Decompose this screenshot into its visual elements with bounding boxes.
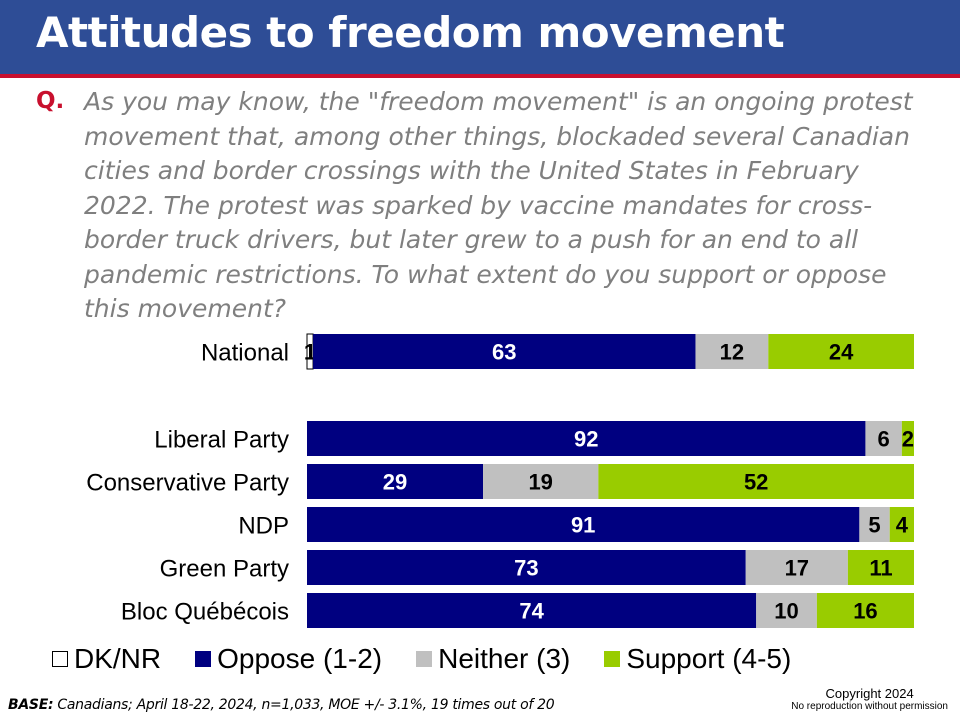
- data-label-conservative-party-neither-3: 19: [528, 470, 552, 495]
- title-rule: [0, 74, 960, 78]
- bar-green-party-support-4-5: [847, 550, 914, 585]
- bar-ndp-neither-3: [859, 507, 890, 542]
- legend-item-neither: Neither (3): [416, 643, 570, 675]
- bar-liberal-party-oppose-1-2: [307, 421, 866, 456]
- chart-legend: DK/NR Oppose (1-2) Neither (3) Support (…: [52, 643, 819, 675]
- data-label-conservative-party-oppose-1-2: 29: [383, 470, 407, 495]
- bar-liberal-party-support-4-5: [901, 421, 914, 456]
- data-label-liberal-party-oppose-1-2: 92: [574, 427, 598, 452]
- bar-ndp-support-4-5: [889, 507, 914, 542]
- legend-swatch-neither: [416, 651, 433, 667]
- bar-conservative-party-support-4-5: [598, 464, 914, 499]
- data-label-national-support-4-5: 24: [829, 340, 854, 365]
- bar-green-party-oppose-1-2: [307, 550, 746, 585]
- category-label-conservative-party: Conservative Party: [86, 470, 289, 497]
- bar-national-support-4-5: [768, 334, 914, 369]
- bar-bloc-qu-b-cois-support-4-5: [816, 593, 914, 628]
- bar-ndp-oppose-1-2: [307, 507, 860, 542]
- bar-bloc-qu-b-cois-neither-3: [756, 593, 817, 628]
- copyright-notice: Copyright 2024 No reproduction without p…: [791, 686, 948, 712]
- base-note: BASE: Canadians; April 18-22, 2024, n=1,…: [8, 697, 555, 713]
- category-label-liberal-party: Liberal Party: [154, 427, 289, 454]
- data-label-bloc-qu-b-cois-support-4-5: 16: [853, 599, 877, 624]
- bar-bloc-qu-b-cois-oppose-1-2: [307, 593, 757, 628]
- data-label-ndp-oppose-1-2: 91: [571, 513, 595, 538]
- legend-label-neither: Neither (3): [438, 643, 571, 674]
- data-label-national-oppose-1-2: 63: [492, 340, 516, 365]
- category-label-national: National: [201, 340, 289, 367]
- bar-national-neither-3: [695, 334, 769, 369]
- legend-item-oppose: Oppose (1-2): [195, 643, 382, 675]
- no-reproduction-text: No reproduction without permission: [791, 701, 948, 712]
- category-label-bloc-qu-b-cois: Bloc Québécois: [121, 599, 289, 626]
- data-label-national-neither-3: 12: [720, 340, 744, 365]
- base-label: BASE:: [8, 697, 54, 713]
- data-label-conservative-party-support-4-5: 52: [744, 470, 768, 495]
- data-label-liberal-party-neither-3: 6: [878, 427, 890, 452]
- legend-label-support: Support (4-5): [626, 643, 792, 674]
- bar-conservative-party-oppose-1-2: [307, 464, 484, 499]
- data-label-bloc-qu-b-cois-neither-3: 10: [774, 599, 798, 624]
- legend-item-support: Support (4-5): [604, 643, 791, 675]
- data-label-green-party-oppose-1-2: 73: [514, 556, 538, 581]
- bar-national-oppose-1-2: [313, 334, 696, 369]
- data-label-green-party-neither-3: 17: [785, 556, 809, 581]
- bar-green-party-neither-3: [745, 550, 848, 585]
- question-text: As you may know, the "freedom movement" …: [84, 87, 913, 323]
- legend-item-dk-nr: DK/NR: [52, 643, 161, 675]
- bar-conservative-party-neither-3: [483, 464, 599, 499]
- data-label-ndp-support-4-5: 4: [896, 513, 909, 538]
- data-label-liberal-party-support-4-5: 2: [902, 427, 914, 452]
- legend-swatch-support: [604, 651, 621, 667]
- bar-liberal-party-neither-3: [865, 421, 902, 456]
- legend-swatch-dk-nr: [52, 651, 68, 667]
- legend-swatch-oppose: [195, 651, 212, 667]
- copyright-text: Copyright 2024: [825, 686, 914, 701]
- base-text: Canadians; April 18-22, 2024, n=1,033, M…: [57, 697, 555, 713]
- legend-label-oppose: Oppose (1-2): [217, 643, 383, 674]
- title-banner: [0, 0, 960, 74]
- page-title: Attitudes to freedom movement: [36, 8, 785, 57]
- question-marker: Q.: [36, 88, 65, 114]
- category-label-ndp: NDP: [238, 513, 289, 540]
- category-label-green-party: Green Party: [160, 556, 289, 583]
- data-label-bloc-qu-b-cois-oppose-1-2: 74: [519, 599, 544, 624]
- legend-label-dk-nr: DK/NR: [74, 643, 162, 674]
- data-label-ndp-neither-3: 5: [868, 513, 880, 538]
- data-label-green-party-support-4-5: 11: [869, 556, 892, 581]
